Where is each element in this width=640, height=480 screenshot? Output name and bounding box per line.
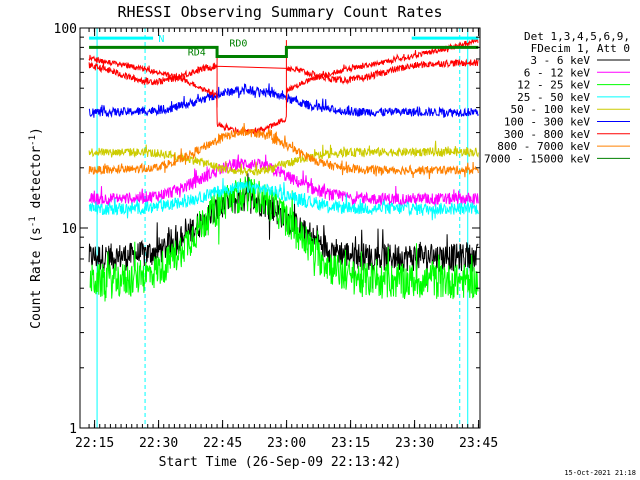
- x-tick-label: 23:00: [267, 436, 306, 451]
- legend: Det 1,3,4,5,6,9, FDecim 1, Att 0 3 - 6 k…: [484, 30, 630, 165]
- y-tick-label: 10: [61, 222, 77, 237]
- legend-label: 25 - 50 keV: [517, 91, 590, 104]
- x-tick-label: 22:30: [139, 436, 178, 451]
- legend-label: 50 - 100 keV: [511, 103, 591, 116]
- legend-label: 6 - 12 keV: [524, 66, 591, 79]
- y-axis-label-end: ): [29, 127, 44, 135]
- x-tick-label: 22:15: [75, 436, 114, 451]
- series-line: [88, 58, 479, 86]
- x-axis-label: Start Time (26-Sep-09 22:13:42): [159, 455, 402, 470]
- series-line: [88, 122, 479, 180]
- legend-header-line-2: FDecim 1, Att 0: [531, 42, 630, 55]
- legend-label: 7000 - 15000 keV: [484, 152, 590, 165]
- annotation-label: RD4: [188, 48, 206, 59]
- axis-layer: 1 10 100 22:15 22:30 22:45 23:00 23:15 23:30 23:4…: [54, 22, 499, 451]
- x-tick-label: 22:45: [203, 436, 242, 451]
- series-layer: N RD4 RD0: [88, 28, 479, 428]
- x-tick-label: 23:45: [459, 436, 498, 451]
- annotation-label: RD0: [229, 38, 247, 49]
- chart-title: RHESSI Observing Summary Count Rates: [117, 3, 442, 21]
- series-line: [88, 178, 479, 221]
- series-line: [88, 154, 479, 207]
- rd-flag-line: [89, 45, 479, 59]
- y-tick-label: 100: [54, 22, 77, 37]
- y-axis-label-sup1: -1: [28, 216, 38, 227]
- x-tick-label: 23:30: [395, 436, 434, 451]
- series-line: [89, 176, 479, 302]
- legend-label: 12 - 25 keV: [517, 79, 590, 92]
- y-axis-label: Count Rate (s-1 detector-1): [28, 127, 44, 329]
- legend-label: 3 - 6 keV: [530, 54, 590, 67]
- series-line: [88, 37, 479, 135]
- annotation-label: N: [158, 34, 164, 45]
- timestamp: 15-Oct-2021 21:18: [564, 469, 636, 477]
- y-axis-label-mid: detector: [29, 146, 44, 217]
- legend-header-line-1: Det 1,3,4,5,6,9,: [524, 30, 630, 43]
- legend-label: 100 - 300 keV: [504, 116, 590, 129]
- legend-label: 300 - 800 keV: [504, 128, 590, 141]
- series-line: [88, 140, 479, 177]
- x-tick-label: 23:15: [331, 436, 370, 451]
- y-tick-label: 1: [69, 422, 77, 437]
- series-line: [88, 83, 479, 118]
- y-axis-label-main: Count Rate (s: [29, 227, 44, 329]
- legend-label: 800 - 7000 keV: [497, 140, 590, 153]
- y-axis-label-sup2: -1: [28, 135, 38, 146]
